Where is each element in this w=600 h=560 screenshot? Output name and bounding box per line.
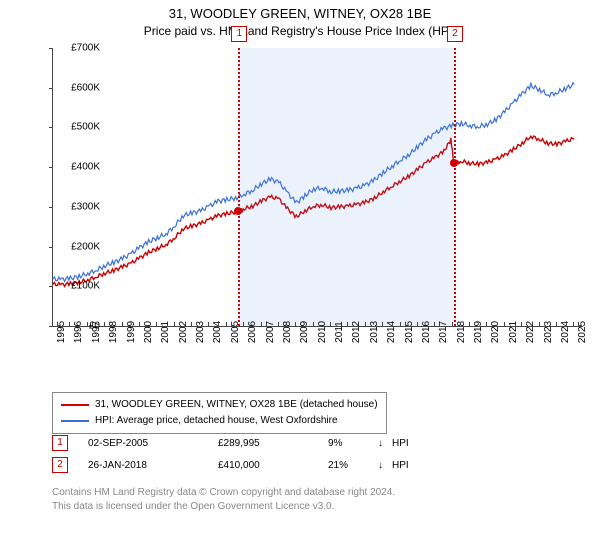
x-axis-tick-label: 1998 bbox=[108, 321, 119, 343]
x-axis-tick-label: 2005 bbox=[230, 321, 241, 343]
event-shade-band bbox=[238, 48, 453, 326]
x-axis-tick-label: 2010 bbox=[317, 321, 328, 343]
y-axis-tick-label: £700K bbox=[71, 43, 100, 54]
event-marker-line bbox=[238, 48, 240, 326]
sale-vs: HPI bbox=[392, 438, 432, 449]
sale-date: 02-SEP-2005 bbox=[68, 438, 218, 449]
x-axis-tick-label: 2006 bbox=[247, 321, 258, 343]
x-axis-tick-label: 2024 bbox=[560, 321, 571, 343]
sale-vs: HPI bbox=[392, 460, 432, 471]
x-axis-tick-label: 2008 bbox=[282, 321, 293, 343]
x-axis-tick-label: 1996 bbox=[73, 321, 84, 343]
plot-area: 12 bbox=[52, 48, 583, 327]
sale-marker-num: 1 bbox=[57, 437, 63, 448]
sale-date: 26-JAN-2018 bbox=[68, 460, 218, 471]
x-axis-tick-label: 2009 bbox=[299, 321, 310, 343]
chart-area: 12 £0£100K£200K£300K£400K£500K£600K£700K… bbox=[8, 44, 592, 374]
sale-marker-num: 2 bbox=[57, 459, 63, 470]
legend-item: HPI: Average price, detached house, West… bbox=[61, 413, 378, 429]
x-axis-tick-label: 2000 bbox=[143, 321, 154, 343]
sale-row: 1 02-SEP-2005 £289,995 9% ↓ HPI bbox=[52, 432, 432, 454]
sale-point-icon bbox=[234, 207, 242, 215]
x-axis-tick-label: 2011 bbox=[334, 321, 345, 343]
legend-label: 31, WOODLEY GREEN, WITNEY, OX28 1BE (det… bbox=[95, 397, 378, 413]
x-axis-tick-label: 2020 bbox=[490, 321, 501, 343]
legend-item: 31, WOODLEY GREEN, WITNEY, OX28 1BE (det… bbox=[61, 397, 378, 413]
chart-title: 31, WOODLEY GREEN, WITNEY, OX28 1BE bbox=[0, 0, 600, 23]
x-axis-tick-label: 2004 bbox=[212, 321, 223, 343]
x-axis-tick-label: 2014 bbox=[386, 321, 397, 343]
legend-swatch bbox=[61, 404, 89, 406]
x-axis-tick-label: 2025 bbox=[577, 321, 588, 343]
sale-price: £410,000 bbox=[218, 460, 328, 471]
x-axis-tick-label: 2002 bbox=[178, 321, 189, 343]
sale-marker-box: 2 bbox=[52, 457, 68, 473]
event-marker-box: 1 bbox=[231, 26, 247, 42]
y-axis-tick-label: £100K bbox=[71, 281, 100, 292]
x-axis-tick-label: 1997 bbox=[91, 321, 102, 343]
x-axis-tick-label: 2022 bbox=[525, 321, 536, 343]
x-axis-tick-label: 2007 bbox=[265, 321, 276, 343]
x-axis-tick-label: 1995 bbox=[56, 321, 67, 343]
x-axis-tick-label: 2017 bbox=[438, 321, 449, 343]
event-marker-line bbox=[454, 48, 456, 326]
x-axis-tick-label: 2003 bbox=[195, 321, 206, 343]
legend: 31, WOODLEY GREEN, WITNEY, OX28 1BE (det… bbox=[52, 392, 387, 434]
sale-row: 2 26-JAN-2018 £410,000 21% ↓ HPI bbox=[52, 454, 432, 476]
y-axis-tick-label: £400K bbox=[71, 162, 100, 173]
footer-attribution: Contains HM Land Registry data © Crown c… bbox=[52, 486, 395, 513]
y-axis-tick-label: £300K bbox=[71, 201, 100, 212]
sale-marker-box: 1 bbox=[52, 435, 68, 451]
x-axis-tick-label: 2012 bbox=[351, 321, 362, 343]
legend-label: HPI: Average price, detached house, West… bbox=[95, 413, 338, 429]
x-axis-tick-label: 2019 bbox=[473, 321, 484, 343]
y-axis-tick-label: £500K bbox=[71, 122, 100, 133]
sale-price: £289,995 bbox=[218, 438, 328, 449]
event-marker-box: 2 bbox=[447, 26, 463, 42]
x-axis-tick-label: 2016 bbox=[421, 321, 432, 343]
x-axis-tick-label: 2013 bbox=[369, 321, 380, 343]
y-axis-tick-label: £600K bbox=[71, 82, 100, 93]
x-axis-tick-label: 2021 bbox=[508, 321, 519, 343]
down-arrow-icon: ↓ bbox=[378, 460, 392, 471]
footer-line: This data is licensed under the Open Gov… bbox=[52, 500, 395, 514]
legend-swatch bbox=[61, 420, 89, 422]
footer-line: Contains HM Land Registry data © Crown c… bbox=[52, 486, 395, 500]
sale-point-icon bbox=[450, 159, 458, 167]
sale-pct: 9% bbox=[328, 438, 378, 449]
sales-table: 1 02-SEP-2005 £289,995 9% ↓ HPI 2 26-JAN… bbox=[52, 432, 432, 476]
x-axis-tick-label: 2023 bbox=[543, 321, 554, 343]
y-axis-tick-label: £200K bbox=[71, 241, 100, 252]
chart-subtitle: Price paid vs. HM Land Registry's House … bbox=[0, 24, 600, 38]
chart-container: 31, WOODLEY GREEN, WITNEY, OX28 1BE Pric… bbox=[0, 0, 600, 560]
sale-pct: 21% bbox=[328, 460, 378, 471]
down-arrow-icon: ↓ bbox=[378, 438, 392, 449]
x-axis-tick-label: 2001 bbox=[160, 321, 171, 343]
x-axis-tick-label: 1999 bbox=[126, 321, 137, 343]
x-axis-tick-label: 2018 bbox=[456, 321, 467, 343]
x-axis-tick-label: 2015 bbox=[404, 321, 415, 343]
